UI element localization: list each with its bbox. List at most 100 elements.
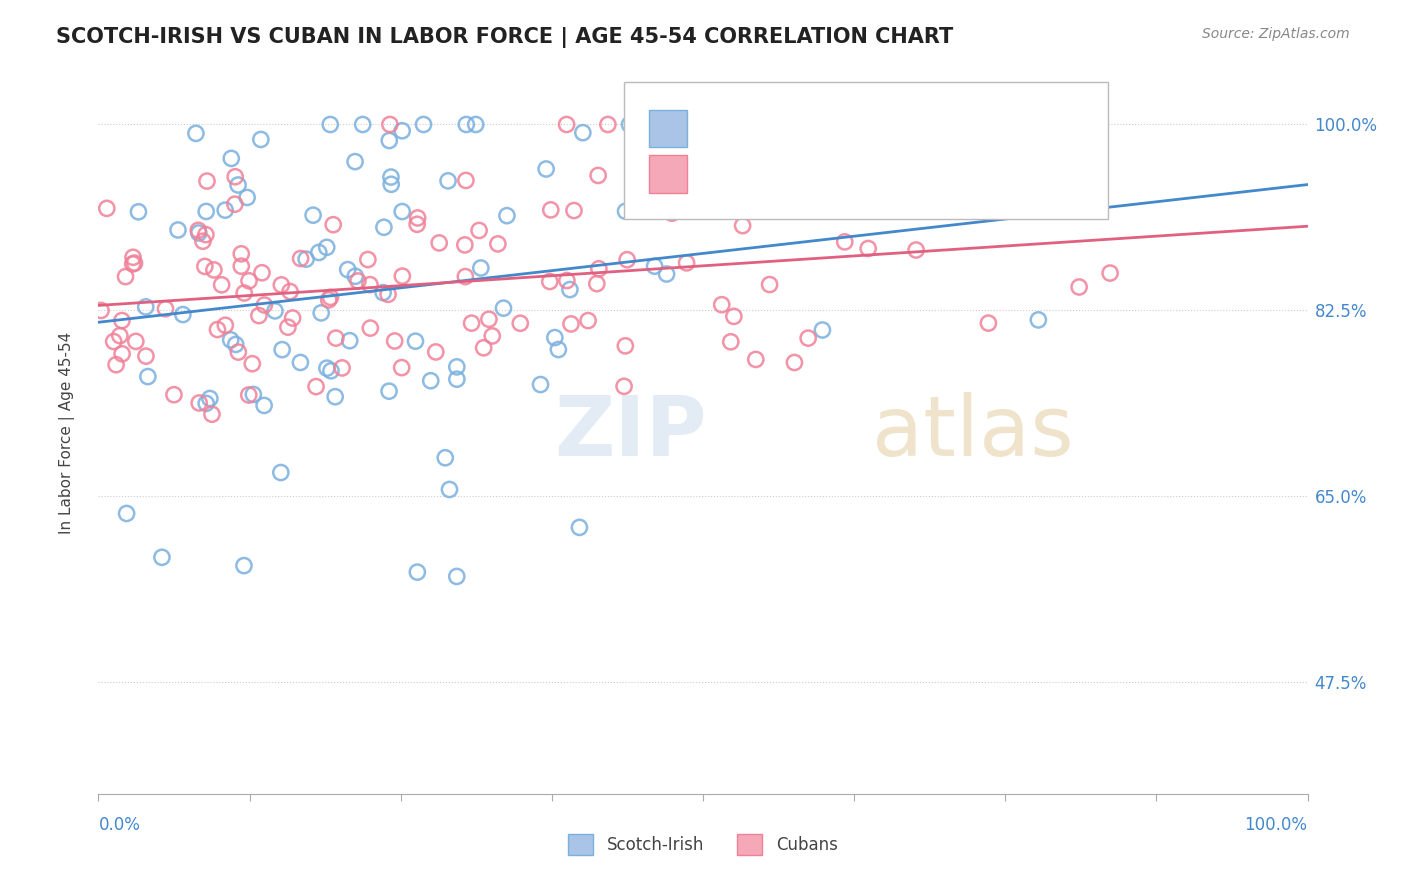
Point (446, 359, 468, 374)
Point (373, 220, 395, 235)
Point (406, 565, 429, 579)
Point (135, 300, 157, 314)
Point (481, 329, 503, 343)
Point (1011, 118, 1033, 132)
Point (586, 169, 609, 183)
Point (619, 118, 641, 132)
Point (797, 331, 820, 345)
Point (214, 318, 236, 333)
Point (1028, 313, 1050, 327)
Text: SCOTCH-IRISH VS CUBAN IN LABOR FORCE | AGE 45-54 CORRELATION CHART: SCOTCH-IRISH VS CUBAN IN LABOR FORCE | A… (56, 27, 953, 48)
Point (460, 316, 482, 330)
Point (250, 132, 273, 146)
Point (509, 316, 531, 330)
Point (231, 259, 253, 273)
Point (783, 355, 806, 369)
Point (290, 252, 312, 266)
Text: atlas: atlas (872, 392, 1074, 473)
Point (534, 161, 557, 176)
Point (319, 118, 342, 132)
Point (233, 558, 256, 573)
Point (163, 387, 186, 401)
Point (710, 298, 733, 312)
Point (347, 274, 370, 288)
Point (529, 377, 551, 392)
Point (380, 178, 402, 192)
Point (194, 260, 217, 274)
Point (202, 263, 225, 277)
Point (464, 118, 486, 132)
Point (357, 252, 380, 267)
Text: 100.0%: 100.0% (1244, 816, 1308, 834)
Point (250, 266, 273, 280)
Point (247, 309, 270, 323)
Point (121, 257, 143, 271)
Text: R = 0.395   N = 106: R = 0.395 N = 106 (699, 165, 905, 183)
Point (644, 259, 666, 273)
Point (391, 124, 413, 138)
Point (378, 118, 401, 132)
Point (224, 197, 246, 211)
Point (720, 334, 742, 349)
FancyBboxPatch shape (648, 155, 688, 193)
Text: ZIP: ZIP (554, 392, 707, 473)
Point (1099, 266, 1122, 280)
Point (352, 118, 374, 132)
Point (427, 235, 450, 250)
Point (187, 223, 209, 237)
Point (103, 334, 125, 349)
Point (225, 337, 247, 351)
Point (373, 285, 395, 300)
Point (236, 190, 259, 204)
Point (195, 174, 218, 188)
Point (115, 507, 138, 521)
Point (666, 118, 689, 132)
Point (281, 311, 304, 326)
Point (905, 243, 928, 257)
Point (437, 174, 460, 188)
Point (675, 256, 697, 270)
Point (344, 154, 367, 169)
Point (468, 223, 491, 237)
Point (568, 520, 591, 534)
Point (572, 126, 595, 140)
Point (194, 227, 217, 242)
Point (253, 399, 276, 413)
Point (111, 347, 134, 361)
Point (628, 159, 651, 173)
Point (613, 379, 636, 393)
Point (758, 277, 780, 292)
Point (412, 118, 434, 132)
Point (439, 483, 461, 497)
Point (921, 157, 943, 171)
Text: R = 0.299   N =  80: R = 0.299 N = 80 (699, 119, 905, 136)
Point (195, 396, 218, 410)
Point (305, 379, 328, 393)
Point (124, 256, 146, 270)
Point (661, 206, 683, 220)
Point (454, 269, 477, 284)
Point (290, 355, 312, 369)
Point (150, 550, 173, 565)
Point (391, 269, 413, 284)
Point (264, 304, 287, 318)
Point (406, 211, 429, 225)
Point (315, 240, 337, 254)
Point (555, 273, 578, 287)
Point (111, 313, 134, 327)
Point (295, 252, 318, 266)
Point (391, 204, 413, 219)
Point (419, 374, 441, 388)
Point (136, 369, 159, 384)
Point (188, 396, 211, 410)
Point (96, 202, 118, 216)
Point (359, 321, 381, 335)
Point (486, 236, 509, 251)
Point (309, 306, 332, 320)
Point (655, 267, 678, 281)
Point (172, 308, 194, 322)
Point (302, 208, 325, 222)
Point (277, 320, 299, 334)
Point (270, 466, 292, 480)
Point (834, 235, 856, 249)
